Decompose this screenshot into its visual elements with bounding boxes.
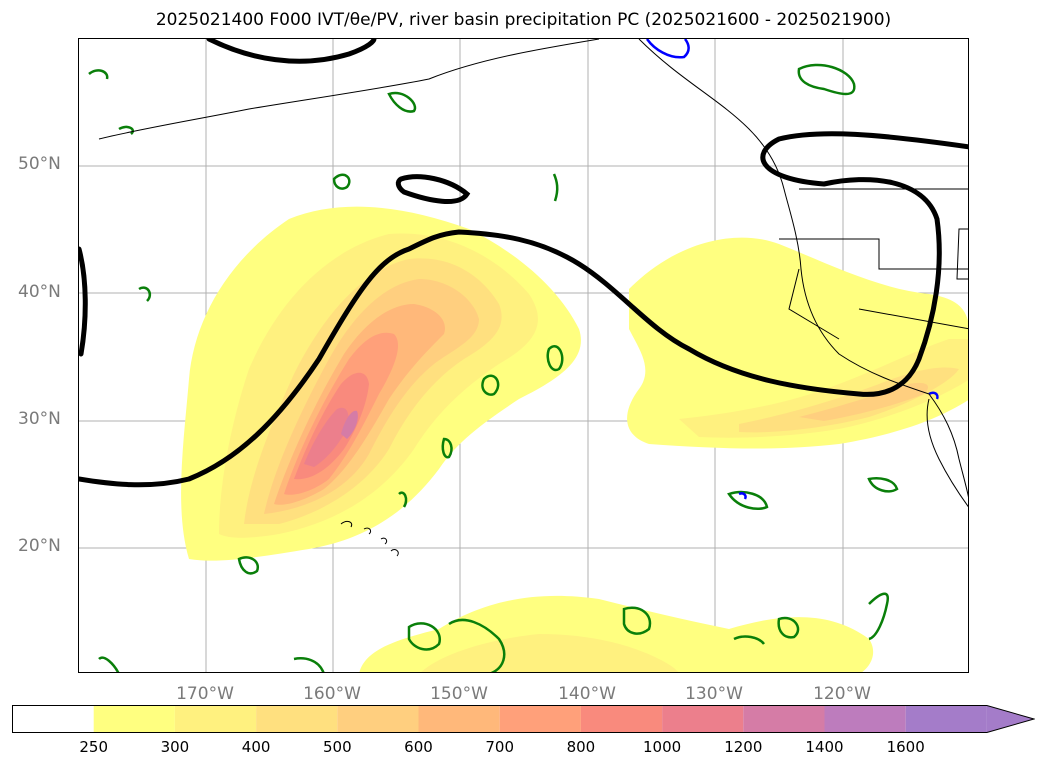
colorbar-cell [174,705,257,733]
ivt-field [181,206,581,561]
ivt-field-south [359,595,874,672]
colorbar-extend-arrow [986,705,1034,733]
colorbar-cell [499,705,581,733]
colorbar-cell [337,705,419,733]
theta-e-closed [395,174,471,204]
map-canvas [79,39,968,672]
lat-label-20n: 20°N [18,536,61,556]
ivt-1200 [341,410,358,439]
lon-label-150w: 150°W [430,684,488,704]
theta-e-west [79,246,88,357]
coastlines [98,39,968,557]
map-panel[interactable] [78,38,969,673]
colorbar-tick-label: 1600 [886,738,925,756]
colorbar-cell [743,705,825,733]
colorbar-tick-label: 800 [566,738,596,756]
lat-label-50n: 50°N [18,154,61,174]
map-title: 2025021400 F000 IVT/θe/PV, river basin p… [155,10,892,30]
theta-e-north [206,39,377,64]
colorbar-cell [580,705,663,733]
lon-label-130w: 130°W [685,684,743,704]
colorbar-tick-label: 1400 [805,738,844,756]
ivt-1000 [304,407,349,467]
lat-label-30n: 30°N [18,409,61,429]
colorbar-cell [93,705,175,733]
colorbar-tick-label: 600 [404,738,433,756]
colorbar-tick-label: 700 [485,738,515,756]
colorbar-tick-label: 250 [79,738,109,756]
colorbar-cell [662,705,744,733]
lon-label-140w: 140°W [558,684,616,704]
colorbar-cell [824,705,906,733]
colorbar-tick-label: 400 [241,738,271,756]
colorbar-cell [418,705,500,733]
theta-e-main [79,131,968,488]
lon-label-120w: 120°W [813,684,871,704]
colorbar-cell [256,705,338,733]
lon-label-170w: 170°W [176,684,234,704]
colorbar-cell [12,705,94,733]
colorbar-tick-label: 500 [322,738,352,756]
colorbar-cell [905,705,987,733]
colorbar-tick-label: 300 [160,738,190,756]
colorbar [12,705,1035,733]
lat-label-40n: 40°N [18,282,61,302]
theta-e-contours [79,39,968,488]
lon-label-160w: 160°W [303,684,361,704]
colorbar-tick-label: 1200 [724,738,763,756]
pv-negative-contours [645,39,939,500]
colorbar-tick-label: 1000 [643,738,682,756]
pv-contours [88,63,899,672]
